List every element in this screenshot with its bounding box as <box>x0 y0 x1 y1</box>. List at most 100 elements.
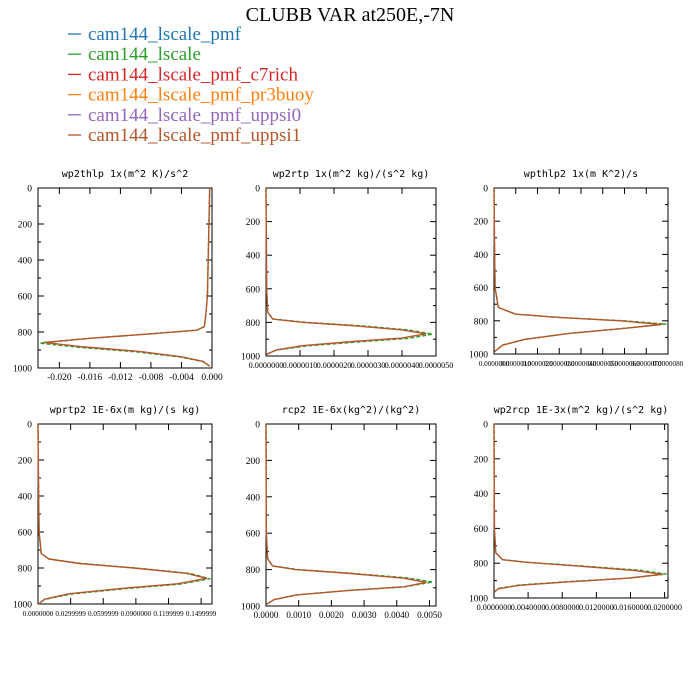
y-tick-label: 200 <box>474 218 489 228</box>
series-line <box>265 187 427 355</box>
figure-title: CLUBB VAR at250E,-7N <box>246 4 455 26</box>
y-tick-label: 1000 <box>13 365 32 375</box>
plot-frame <box>37 423 213 605</box>
x-tick-label: 0.1499999 <box>186 610 217 618</box>
y-tick-label: 400 <box>246 252 261 262</box>
x-tick-label: 0.0000020 <box>317 361 352 370</box>
x-tick-label: 0.0299999 <box>55 610 86 618</box>
chart-panel: wp2rtp 1x(m^2 kg)/(s^2 kg) 0 200 400 600 800 1… <box>241 169 453 370</box>
y-tick-label: 0 <box>483 185 488 195</box>
x-tick-label: 0.0599999 <box>88 610 119 618</box>
y-tick-label: 800 <box>246 566 261 576</box>
series-line <box>265 423 434 605</box>
x-tick-label: -0.020 <box>47 373 72 383</box>
x-tick-label: -0.004 <box>169 373 194 383</box>
x-tick-label: 0.0000050 <box>587 360 618 368</box>
y-tick-label: 0 <box>255 185 260 195</box>
y-tick-label: 400 <box>474 251 489 261</box>
x-tick-label: 0.0000000 <box>23 610 54 618</box>
x-tick-label: 0.0120000 <box>579 603 614 612</box>
x-tick-label: 0.0000070 <box>631 360 662 368</box>
x-tick-label: 0.0000040 <box>566 360 597 368</box>
x-tick-label: 0.0000060 <box>609 360 640 368</box>
series-line <box>493 423 663 593</box>
x-tick-label: -0.016 <box>78 373 103 383</box>
x-tick-label: 0.0020 <box>319 610 344 620</box>
y-tick-label: 200 <box>246 457 261 467</box>
legend-entry: cam144_lscale_pmf_uppsi0 <box>88 105 301 126</box>
y-tick-label: 600 <box>18 529 33 539</box>
x-tick-label: 0.0080000 <box>545 603 580 612</box>
legend-entry: cam144_lscale_pmf_pr3buoy <box>88 85 314 106</box>
x-tick-label: 0.0000000 <box>249 361 284 370</box>
y-tick-label: 0 <box>27 185 32 195</box>
x-tick-label: 0.000 <box>201 373 223 383</box>
y-tick-label: 1000 <box>469 595 488 605</box>
x-tick-label: 0.0050 <box>417 610 442 620</box>
x-tick-label: -0.012 <box>108 373 133 383</box>
x-tick-label: 0.0000000 <box>477 603 512 612</box>
legend-entry: cam144_lscale <box>88 44 201 65</box>
y-tick-label: 200 <box>474 455 489 465</box>
x-tick-label: 0.0000050 <box>419 361 454 370</box>
x-tick-label: 0.0000 <box>254 610 279 620</box>
y-tick-label: 400 <box>474 490 489 500</box>
panel-title: wpthlp2 1x(m K^2)/s <box>524 169 638 180</box>
panel-title: rcp2 1E-6x(kg^2)/(kg^2) <box>282 405 420 416</box>
y-tick-label: 800 <box>18 565 33 575</box>
y-tick-label: 800 <box>474 317 489 327</box>
legend-entry: cam144_lscale_pmf <box>88 24 242 45</box>
x-tick-label: 0.0000010 <box>283 361 318 370</box>
series-line <box>37 423 211 605</box>
y-tick-label: 800 <box>18 329 33 339</box>
panel-title: wp2thlp 1x(m^2 K)/s^2 <box>62 169 188 180</box>
chart-panel: wp2thlp 1x(m^2 K)/s^2 0 200 400 600 800 1000 -0… <box>13 169 223 383</box>
series-line <box>37 423 208 605</box>
y-tick-label: 1000 <box>469 351 488 361</box>
x-tick-label: 0.0000010 <box>500 360 531 368</box>
y-tick-label: 400 <box>18 257 33 267</box>
legend: cam144_lscale_pmfcam144_lscalecam144_lsc… <box>68 24 314 146</box>
series-line <box>43 187 211 367</box>
x-tick-label: 0.0010 <box>286 610 311 620</box>
series-line <box>265 187 434 355</box>
chart-panel: rcp2 1E-6x(kg^2)/(kg^2) 0 200 400 600 800 1000… <box>241 405 442 620</box>
chart-panel: wprtp2 1E-6x(m kg)/(s kg) 0 200 400 600 800 10… <box>13 405 217 618</box>
y-tick-label: 0 <box>483 421 488 431</box>
legend-entry: cam144_lscale_pmf_c7rich <box>88 64 298 85</box>
panels: wp2thlp 1x(m^2 K)/s^2 0 200 400 600 800 1000 -0… <box>13 169 684 620</box>
y-tick-label: 600 <box>18 293 33 303</box>
y-tick-label: 200 <box>18 457 33 467</box>
x-tick-label: -0.008 <box>139 373 164 383</box>
x-tick-label: 0.0000000 <box>479 360 510 368</box>
series-line <box>265 423 427 605</box>
x-tick-label: 0.0000030 <box>351 361 386 370</box>
series-line <box>493 187 663 353</box>
plot-frame <box>493 187 669 355</box>
chart-panel: wpthlp2 1x(m K^2)/s020040060080010000.00… <box>469 169 684 368</box>
chart-panel: wp2rcp 1E-3x(m^2 kg)/(s^2 kg) 0 200 400 600 8… <box>469 405 682 612</box>
y-tick-label: 400 <box>246 493 261 503</box>
panel-title: wprtp2 1E-6x(m kg)/(s kg) <box>50 405 201 416</box>
x-tick-label: 0.0000080 <box>653 360 684 368</box>
x-tick-label: 0.0030 <box>352 610 377 620</box>
y-tick-label: 0 <box>27 421 32 431</box>
x-tick-label: 0.0160000 <box>613 603 648 612</box>
panel-title: wp2rtp 1x(m^2 kg)/(s^2 kg) <box>273 169 430 180</box>
y-tick-label: 400 <box>18 493 33 503</box>
y-tick-label: 600 <box>246 530 261 540</box>
y-tick-label: 800 <box>474 560 489 570</box>
y-tick-label: 200 <box>246 218 261 228</box>
y-tick-label: 800 <box>246 319 261 329</box>
y-tick-label: 200 <box>18 221 33 231</box>
x-tick-label: 0.0900000 <box>121 610 152 618</box>
y-tick-label: 1000 <box>241 353 260 363</box>
y-tick-label: 600 <box>474 525 489 535</box>
x-tick-label: 0.0040000 <box>511 603 546 612</box>
x-tick-label: 0.0040 <box>384 610 409 620</box>
y-tick-label: 0 <box>255 421 260 431</box>
y-tick-label: 600 <box>474 284 489 294</box>
x-tick-label: 0.0000020 <box>522 360 553 368</box>
panel-title: wp2rcp 1E-3x(m^2 kg)/(s^2 kg) <box>494 405 669 416</box>
